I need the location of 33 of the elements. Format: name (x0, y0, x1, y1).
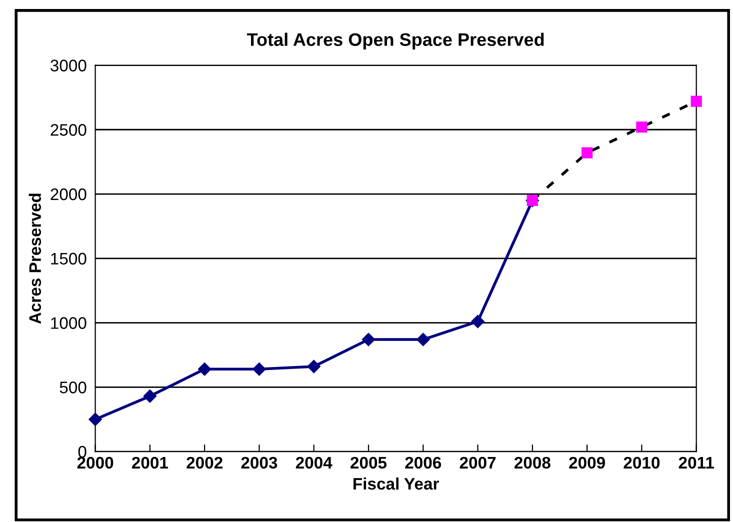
x-tick-label: 2009 (569, 456, 605, 469)
point (690, 96, 702, 107)
point (88, 412, 102, 426)
x-tick-label: 2000 (77, 456, 114, 469)
y-tick-label: 0 (78, 446, 86, 458)
point (582, 147, 593, 158)
x-tick-label: 2007 (460, 456, 496, 469)
x-tick-label: 2011 (678, 456, 714, 469)
y-tick-label: 500 (60, 382, 86, 394)
x-axis-title: Fiscal Year (354, 477, 439, 490)
y-tick-label: 1000 (51, 317, 86, 329)
x-tick-label: 2004 (296, 456, 332, 469)
y-tick-label: 2000 (50, 188, 86, 200)
chart-title: Total Acres Open Space Preserved (247, 32, 544, 50)
point (143, 390, 157, 403)
point (362, 332, 376, 346)
y-tick-label: 3000 (50, 60, 86, 72)
y-axis-title: Acres Preserved (28, 194, 42, 324)
point (198, 362, 212, 376)
point (416, 332, 430, 346)
x-tick-label: 2008 (514, 456, 550, 469)
y-tick-label: 1500 (51, 252, 86, 265)
y-tick-label: 2500 (50, 124, 86, 136)
point (471, 314, 484, 328)
x-tick-label: 2001 (132, 456, 168, 469)
point (307, 360, 320, 374)
x-tick-label: 2003 (241, 456, 278, 469)
x-tick-label: 2010 (624, 456, 660, 469)
x-tick-label: 2006 (405, 456, 442, 469)
x-tick-label: 2005 (350, 456, 387, 469)
point (636, 122, 648, 133)
x-tick-label: 2002 (186, 456, 222, 469)
point (252, 362, 266, 376)
